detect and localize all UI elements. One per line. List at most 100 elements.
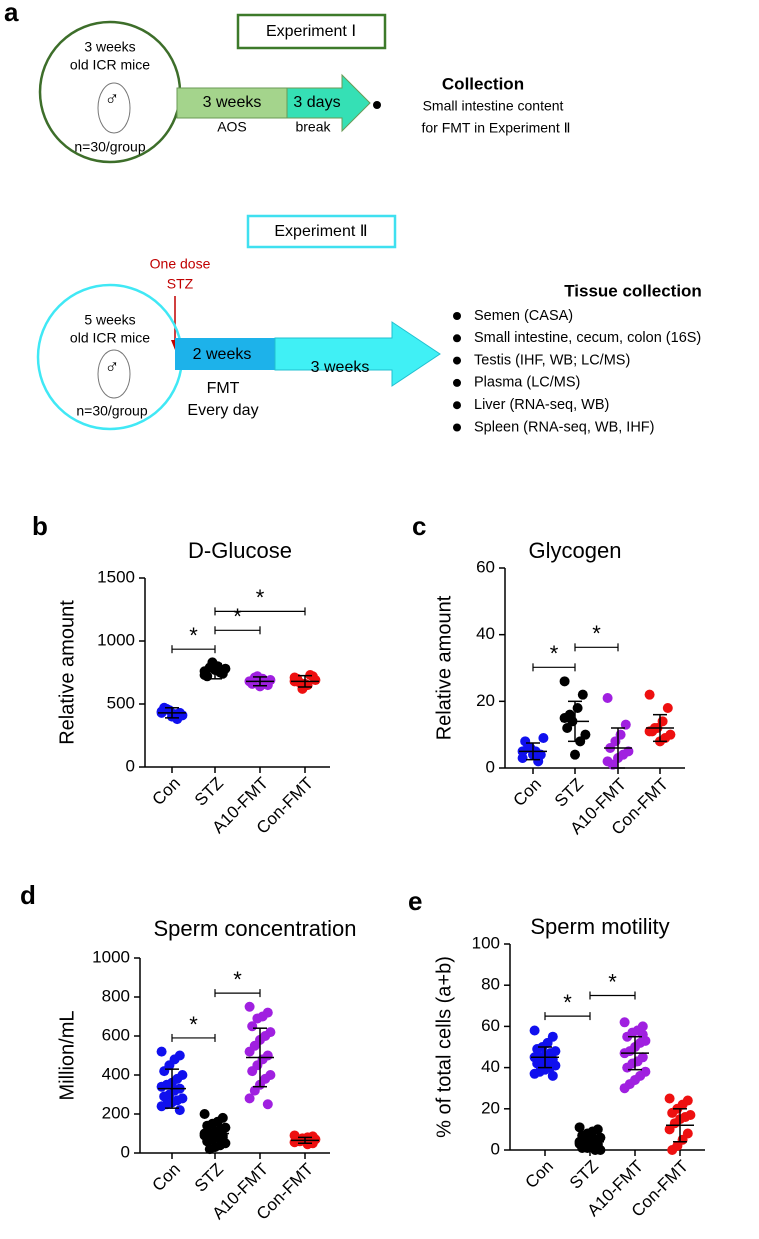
data-point xyxy=(602,756,613,767)
data-point xyxy=(562,723,573,733)
bullet xyxy=(453,312,461,320)
data-point xyxy=(622,1031,633,1042)
male-symbol: ♂ xyxy=(105,88,120,110)
y-tick-label: 0 xyxy=(121,1142,130,1161)
data-point xyxy=(570,749,580,760)
data-point xyxy=(199,1109,210,1119)
x-tick-label: STZ xyxy=(191,774,227,810)
mice-text: 5 weeks xyxy=(84,312,135,328)
y-tick-label: 1000 xyxy=(92,947,130,966)
x-tick-label: Con xyxy=(522,1157,557,1192)
data-point xyxy=(664,1124,675,1135)
arrow-text: 2 weeks xyxy=(193,346,252,363)
box-label: Experiment Ⅰ xyxy=(266,23,356,40)
y-tick-label: 60 xyxy=(481,1016,500,1035)
data-point xyxy=(637,1029,648,1040)
data-point xyxy=(619,1017,630,1028)
mice-text: n=30/group xyxy=(74,139,145,155)
collection-text: Testis (IHF, WB; LC/MS) xyxy=(474,352,630,368)
data-point xyxy=(559,676,570,687)
data-point xyxy=(577,689,588,700)
data-point xyxy=(249,1085,260,1096)
data-point xyxy=(602,693,613,703)
data-point xyxy=(247,1021,258,1032)
mouse-icon xyxy=(97,349,131,399)
y-tick-label: 1500 xyxy=(97,567,135,586)
data-point xyxy=(159,1091,170,1102)
y-tick-label: 400 xyxy=(102,1064,130,1083)
mouse-icon xyxy=(97,82,131,134)
data-point xyxy=(204,662,215,673)
data-point xyxy=(622,1062,633,1073)
data-point xyxy=(244,1001,255,1012)
box xyxy=(236,13,387,50)
y-axis-label: % of total cells (a+b) xyxy=(433,956,455,1138)
arrow-text: 3 weeks xyxy=(311,359,370,376)
data-point xyxy=(156,1101,167,1112)
y-tick-label: 0 xyxy=(491,1139,500,1158)
data-point xyxy=(662,703,673,713)
data-point xyxy=(529,1068,540,1079)
y-tick-label: 1000 xyxy=(97,630,135,649)
panel-label: c xyxy=(412,511,426,541)
bullet xyxy=(453,401,461,410)
data-point xyxy=(532,1058,543,1069)
y-tick-label: 200 xyxy=(102,1103,130,1122)
data-point xyxy=(289,672,300,683)
data-point xyxy=(217,1130,228,1141)
bullet xyxy=(453,378,461,387)
y-tick-label: 0 xyxy=(486,757,495,776)
data-point xyxy=(620,719,631,730)
bullet xyxy=(453,334,461,343)
data-point xyxy=(529,1025,540,1036)
mice-text: old ICR mice xyxy=(70,330,150,346)
data-point xyxy=(244,1093,255,1104)
bullet xyxy=(373,101,381,109)
y-tick-label: 40 xyxy=(481,1057,500,1076)
y-tick-label: 0 xyxy=(126,756,135,775)
bullet xyxy=(453,423,461,432)
mice-text: 3 weeks xyxy=(84,39,135,55)
data-point xyxy=(644,689,655,700)
arrow-text: AOS xyxy=(217,119,247,135)
panel-label: a xyxy=(4,0,19,27)
y-tick-label: 20 xyxy=(481,1098,500,1117)
significance-label: * xyxy=(189,623,198,648)
arrow-text: Every day xyxy=(187,402,258,419)
data-point xyxy=(174,1105,185,1116)
collection-text: Plasma (LC/MS) xyxy=(474,375,580,391)
collection-text: Semen (CASA) xyxy=(474,308,573,324)
collection-text: Spleen (RNA-seq, WB, IHF) xyxy=(474,419,655,435)
arrow-segment xyxy=(176,87,288,119)
data-point xyxy=(538,733,549,743)
data-point xyxy=(667,1145,678,1155)
data-point xyxy=(159,1066,170,1077)
dose-text: One dose xyxy=(150,256,211,272)
collection-text: Small intestine, cecum, colon (16S) xyxy=(474,330,701,346)
x-tick-label: STZ xyxy=(566,1157,602,1193)
y-tick-label: 500 xyxy=(107,693,135,712)
data-point xyxy=(156,1046,167,1057)
significance-label: * xyxy=(550,641,559,666)
box xyxy=(246,214,397,249)
data-point xyxy=(247,1066,258,1077)
collection-text: for FMT in Experiment Ⅱ xyxy=(421,120,570,136)
data-point xyxy=(244,1046,255,1057)
data-point xyxy=(559,713,570,723)
y-tick-label: 80 xyxy=(481,975,500,994)
box-label: Experiment Ⅱ xyxy=(274,223,367,240)
chart-title: Glycogen xyxy=(529,538,622,563)
panel-label: b xyxy=(32,511,48,541)
y-tick-label: 60 xyxy=(476,557,495,576)
arrow-text: break xyxy=(295,119,331,135)
arrow-head xyxy=(286,73,371,133)
panel-label: d xyxy=(20,880,36,910)
y-axis-label: Million/mL xyxy=(56,1010,78,1100)
arrow-segment xyxy=(175,338,275,370)
y-tick-label: 20 xyxy=(476,691,495,710)
chart-title: Sperm motility xyxy=(530,914,669,939)
collection-text: Liver (RNA-seq, WB) xyxy=(474,397,609,413)
y-tick-label: 40 xyxy=(476,624,495,643)
data-point xyxy=(156,1081,167,1092)
